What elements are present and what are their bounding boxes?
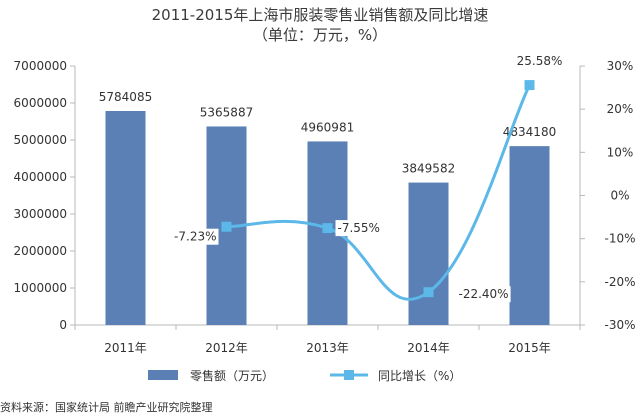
chart-title: 2011-2015年上海市服装零售业销售额及同比增速 [152,6,489,24]
x-tick-label: 2014年 [407,341,450,355]
legend: 零售额（万元） 同比增长（%） [148,368,461,383]
growth-label-bg [172,228,219,245]
y-left-tick-label: 6000000 [14,96,67,110]
y-right-tick-label: 30% [607,59,634,73]
y-left-tick-label: 5000000 [14,133,67,147]
y-left-tick-label: 2000000 [14,244,67,258]
y-right-tick-label: 0% [610,189,629,203]
plot-area: 0 1000000 2000000 3000000 4000000 5000000 6000… [14,53,636,355]
y-left-tick-label: 1000000 [14,281,67,295]
growth-value-label: 25.58% [517,54,563,68]
y-left-tick-label: 3000000 [14,207,67,221]
growth-value-label: -7.23% [174,230,216,244]
bar [509,146,550,325]
y-left-tick-label: 7000000 [14,59,67,73]
y-right-tick-label: -10% [604,232,635,246]
legend-bar-swatch [148,370,178,380]
growth-point [524,80,535,91]
bar-value-label: 5365887 [200,105,253,119]
source-note: 资料来源：国家统计局 前瞻产业研究院整理 [0,400,213,414]
x-tick-label: 2012年 [205,341,248,355]
y-right-tick-label: -30% [604,318,635,332]
bar-value-label: 3849582 [402,162,455,176]
x-tick-label: 2013年 [306,341,349,355]
legend-line-label: 同比增长（%） [378,369,461,383]
legend-line-marker [344,370,354,380]
x-tick-label: 2011年 [104,341,147,355]
bar-value-label: 4834180 [503,125,556,139]
growth-point [322,223,333,234]
bar-value-label: 5784085 [99,90,152,104]
bar [105,110,146,325]
growth-value-label: -7.55% [338,221,380,235]
growth-point [423,287,434,298]
y-left-tick-label: 4000000 [14,170,67,184]
growth-line [226,84,531,301]
y-right-tick-label: 20% [607,102,634,116]
legend-bar-label: 零售额（万元） [190,368,274,383]
y-right-tick-label: 10% [607,145,634,159]
growth-label-bg [335,220,382,237]
bar-value-label: 4960981 [301,120,354,134]
chart-subtitle: （单位：万元，%） [253,26,387,44]
growth-label-bg [456,286,511,303]
growth-value-label: -22.40% [459,287,509,301]
growth-label-bg [514,53,565,70]
y-right-tick-label: -20% [604,275,635,289]
y-left-tick-label: 0 [59,318,67,332]
growth-point [221,221,232,232]
x-tick-label: 2015年 [508,341,551,355]
bar [408,182,449,325]
